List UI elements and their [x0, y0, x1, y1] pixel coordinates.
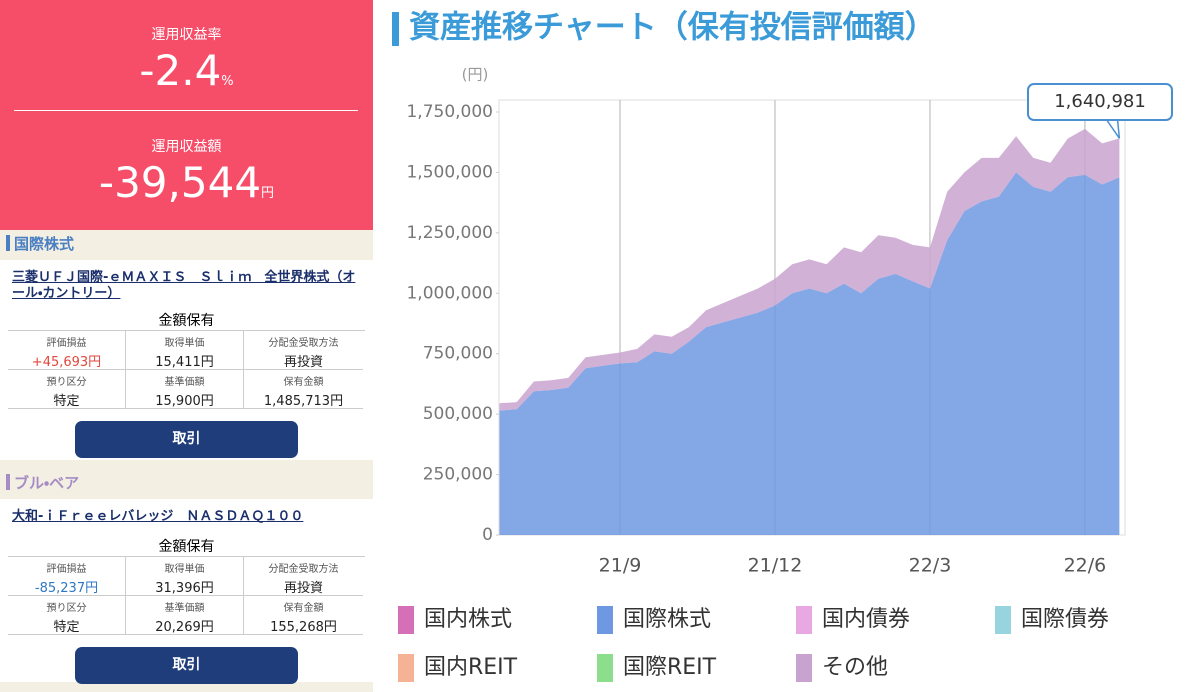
cell-value: 15,900円	[155, 394, 214, 409]
cell-value: 再投資	[283, 581, 323, 596]
y-tick-label: 250,000	[423, 465, 493, 485]
legend-label: 国内株式	[424, 607, 512, 632]
cell-label: 分配金受取方法	[268, 564, 339, 575]
cell: 取得単価 15,411円	[126, 331, 244, 370]
area	[499, 128, 1120, 411]
amount-value: -39,544円	[0, 158, 373, 207]
cell-label: 基準価額	[164, 603, 205, 614]
cell-label: 預り区分	[46, 377, 87, 388]
y-tick-label: 750,000	[423, 344, 493, 364]
y-unit: (円)	[462, 66, 489, 84]
amount-unit: 円	[261, 186, 275, 201]
section-title: ブル・ベア	[14, 474, 80, 492]
rate-value: -2.4%	[0, 46, 373, 95]
x-tick-label: 22/3	[909, 555, 952, 577]
rate: -2.4	[139, 46, 222, 95]
cell-value: 155,268円	[270, 620, 337, 635]
cell-value: +45,693円	[31, 355, 102, 370]
legend-label: 国際株式	[623, 607, 711, 632]
fund-name[interactable]: 大和-ｉＦｒｅｅレバレッジ ＮＡＳＤＡＱ１００	[12, 509, 304, 524]
y-tick-label: 1,250,000	[406, 223, 493, 243]
legend-swatch	[995, 606, 1011, 634]
x-tick-label: 22/6	[1064, 555, 1107, 577]
cell-label: 分配金受取方法	[268, 338, 339, 349]
cell-label: 基準価額	[164, 377, 205, 388]
cell-value: 20,269円	[155, 620, 214, 635]
x-tick-label: 21/9	[599, 555, 642, 577]
cell: 分配金受取方法再投資	[244, 557, 363, 596]
cell-value: 特定	[53, 620, 80, 635]
tooltip-text: 1,640,981	[1054, 91, 1146, 112]
section-header: 国際株式	[0, 231, 373, 257]
title-bar	[392, 12, 399, 46]
legend-label: その他	[822, 655, 888, 680]
legend-swatch	[398, 606, 414, 634]
cell-label: 評価損益	[46, 564, 87, 575]
fund-name[interactable]: 三菱ＵＦＪ国際-ｅＭＡＸＩＳ Ｓｌｉｍ 全世界株式（オール・カントリー）	[12, 270, 356, 301]
cell-label: 預り区分	[46, 603, 87, 614]
cell: 預り区分 特定	[8, 370, 126, 409]
cell: 分配金受取方法再投資	[244, 331, 363, 370]
legend-label: 国内債券	[822, 607, 910, 632]
cell-label: 取得単価	[164, 338, 205, 349]
amount-label: 運用収益額	[151, 139, 222, 155]
cell: 保有金額 1,485,713円	[244, 370, 363, 409]
fund-table: 評価損益 +45,693円 取得単価 15,411円 分配金受取方法再投資 預り区分…	[8, 330, 365, 409]
y-tick-label: 0	[482, 525, 493, 545]
cell-value: 再投資	[283, 355, 323, 370]
section-header: ブル・ベア	[0, 470, 373, 496]
trade-button[interactable]: 取引	[75, 421, 298, 458]
section-bar	[6, 474, 10, 490]
y-tick-label: 500,000	[423, 404, 493, 424]
area	[499, 172, 1120, 535]
summary-box: 運用収益率 -2.4% 運用収益額 -39,544円	[0, 0, 373, 230]
y-tick-label: 1,000,000	[406, 283, 493, 303]
legend-label: 国際債券	[1021, 607, 1109, 632]
y-tick-label: 1,500,000	[406, 162, 493, 182]
cell: 預り区分 特定	[8, 596, 126, 635]
x-tick-label: 21/12	[748, 555, 803, 577]
cell-label: 保有金額	[283, 603, 324, 614]
cell: 保有金額 155,268円	[244, 596, 363, 635]
y-tick-label: 1,750,000	[406, 102, 493, 122]
cell: 評価損益 +45,693円	[8, 331, 126, 370]
trade-button[interactable]: 取引	[75, 647, 298, 684]
holding-type: 金額保有	[158, 313, 215, 329]
legend-label: 国内REIT	[424, 655, 518, 680]
cell-label: 保有金額	[283, 377, 324, 388]
cell-value: 31,396円	[155, 581, 214, 596]
legend-swatch	[796, 654, 812, 682]
cell: 評価損益 -85,237円	[8, 557, 126, 596]
legend-swatch	[796, 606, 812, 634]
rate-label: 運用収益率	[151, 27, 222, 43]
tooltip	[1027, 83, 1173, 121]
chart-title: 資産推移チャート（保有投信評価額）	[409, 10, 936, 46]
cell: 取得単価 31,396円	[126, 557, 244, 596]
legend-swatch	[398, 654, 414, 682]
holding-type: 金額保有	[158, 539, 215, 555]
legend-swatch	[597, 606, 613, 634]
cell: 基準価額 20,269円	[126, 596, 244, 635]
chart: 資産推移チャート（保有投信評価額） (円) 0 250,000 500,000 750…	[392, 10, 1173, 682]
holdings-panel: 運用収益率 -2.4% 運用収益額 -39,544円 国際株式 三菱ＵＦＪ国際-…	[0, 0, 373, 692]
legend-label: 国際REIT	[623, 655, 717, 680]
legend-swatch	[597, 654, 613, 682]
fund-card: 三菱ＵＦＪ国際-ｅＭＡＸＩＳ Ｓｌｉｍ 全世界株式（オール・カントリー） 金額保…	[0, 260, 373, 460]
cell-value: 15,411円	[155, 355, 214, 370]
rate-unit: %	[221, 74, 234, 89]
cell-value: 1,485,713円	[263, 394, 344, 409]
cell: 基準価額 15,900円	[126, 370, 244, 409]
cell-label: 取得単価	[164, 564, 205, 575]
divider	[14, 110, 358, 111]
cell-label: 評価損益	[46, 338, 87, 349]
cell-value: -85,237円	[34, 581, 99, 596]
section-title: 国際株式	[14, 235, 75, 253]
fund-table: 評価損益 -85,237円 取得単価 31,396円 分配金受取方法再投資 預り区分…	[8, 556, 365, 635]
amount: -39,544	[98, 158, 262, 207]
fund-card: 大和-ｉＦｒｅｅレバレッジ ＮＡＳＤＡＱ１００ 金額保有 評価損益 -85,237…	[0, 499, 373, 684]
section-bar	[6, 235, 10, 251]
cell-value: 特定	[53, 394, 80, 409]
